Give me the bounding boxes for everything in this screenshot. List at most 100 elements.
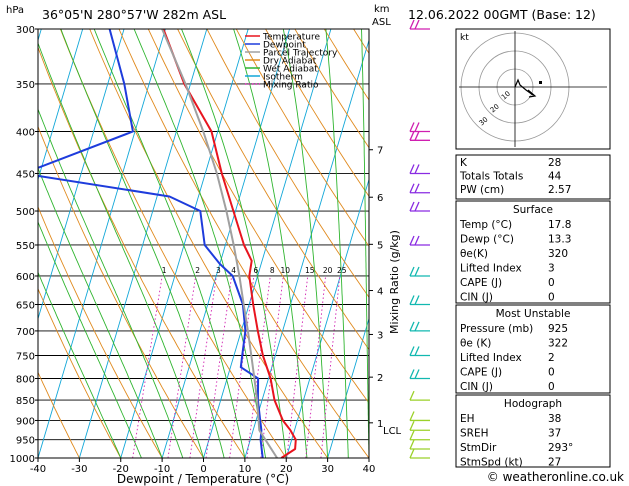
pressure-tick-label: 700	[16, 327, 35, 338]
hodograph-ring-label: 30	[478, 116, 490, 128]
mixing-ratio-line	[305, 275, 327, 458]
series-parcel-trajectory-line	[161, 29, 278, 458]
dry-adiabat-line	[235, 29, 369, 248]
location-title: 36°05'N 280°57'W 282m ASL	[42, 7, 226, 22]
dry-adiabat-line	[206, 29, 369, 299]
x-tick-label: 40	[363, 464, 376, 475]
table-row-value: 0	[548, 277, 555, 289]
wet-adiabat-line	[38, 41, 204, 458]
mixing-ratio-label: 20	[323, 266, 333, 275]
wind-barb-flag	[414, 183, 420, 194]
mixing-ratio-line	[320, 275, 341, 458]
isotherm-line	[203, 29, 332, 458]
wind-barb-flag	[409, 122, 415, 132]
pressure-tick-label: 600	[16, 272, 35, 283]
hpa-label: hPa	[6, 5, 24, 16]
pressure-tick-label: 650	[16, 301, 35, 312]
table-row-label: CIN (J)	[460, 292, 493, 304]
wind-barb-flag	[409, 390, 415, 401]
wind-barb-flag	[414, 19, 420, 30]
x-tick-label: -40	[30, 464, 46, 475]
asl-label: ASL	[372, 17, 391, 28]
table-row-label: Totals Totals	[459, 171, 523, 183]
isotherm-line	[327, 317, 369, 458]
wind-barb-flag	[414, 201, 420, 212]
table-row-label: CAPE (J)	[460, 367, 502, 379]
wind-barb-flag	[409, 369, 415, 379]
pressure-tick-label: 1000	[10, 454, 35, 465]
km-tick-label: 4	[377, 287, 383, 298]
wind-barb-flag	[414, 235, 420, 246]
wet-adiabat-line	[38, 220, 142, 458]
hodograph-storm-marker	[539, 81, 542, 84]
table-row-label: EH	[460, 413, 475, 425]
wind-barb-flag	[409, 346, 415, 356]
series-temperature-line	[162, 29, 297, 458]
x-tick-label: -10	[154, 464, 170, 475]
table-row-label: θe (K)	[460, 338, 491, 350]
table-row-value: 38	[548, 413, 561, 425]
wind-barb-flag	[409, 183, 415, 194]
table-row-label: SREH	[460, 428, 489, 440]
table-row-label: θe(K)	[460, 248, 488, 260]
hodograph-title: Hodograph	[504, 398, 562, 410]
x-axis-title: Dewpoint / Temperature (°C)	[117, 472, 289, 486]
wind-barb-flag	[414, 346, 420, 356]
mixing-ratio-line	[229, 275, 255, 458]
dry-adiabat-line	[89, 29, 328, 458]
isotherm-line	[244, 38, 369, 458]
km-tick-label: 6	[377, 193, 383, 204]
table-row-value: 320	[548, 248, 568, 260]
wet-adiabat-line	[325, 29, 349, 458]
mixing-ratio-label: 3	[216, 266, 221, 275]
dry-adiabat-line	[294, 29, 369, 149]
table-row-label: CAPE (J)	[460, 277, 502, 289]
wind-barb-flag	[414, 369, 420, 379]
table-row-value: 28	[548, 157, 561, 169]
mixing-ratio-label: 25	[337, 266, 347, 275]
wind-barb-flag	[414, 266, 420, 277]
hodograph-ring-label: 10	[500, 90, 512, 102]
mixing-ratio-labels: 1 2 3 4 6 8 10 15 20 25	[162, 266, 347, 275]
hodograph-ring-label: 20	[489, 103, 501, 115]
isotherm-line	[285, 177, 369, 458]
dry-adiabat-line	[38, 287, 122, 458]
surface-box	[455, 200, 611, 304]
temperature-axis: -40 -30 -20 -10 0 10 20 30 40	[30, 458, 376, 475]
mixing-ratio-line	[286, 275, 309, 458]
wet-adiabat-line	[282, 29, 329, 458]
wind-barb-flag	[409, 420, 415, 431]
wet-adiabat-line	[38, 271, 122, 458]
isotherm-line	[38, 29, 166, 458]
table-row-value: 3	[548, 263, 555, 275]
table-row-value: 322	[548, 338, 568, 350]
mixing-ratio-label: 10	[281, 266, 291, 275]
table-row-value: 27	[548, 457, 561, 469]
wind-barbs	[409, 19, 430, 459]
credit-label: © weatheronline.co.uk	[487, 470, 624, 484]
pressure-tick-label: 550	[16, 241, 35, 252]
dry-adiabat-line	[38, 205, 163, 458]
table-row-value: 37	[548, 428, 561, 440]
pressure-tick-label: 350	[16, 80, 35, 91]
table-row-label: PW (cm)	[460, 184, 504, 196]
legend-label: Wet Adiabat	[263, 65, 318, 75]
pressure-tick-label: 800	[16, 374, 35, 385]
mixing-ratio-line	[205, 275, 233, 458]
table-row-label: StmDir	[460, 442, 497, 454]
table-row-value: 0	[548, 367, 555, 379]
pressure-tick-label: 750	[16, 351, 35, 362]
lcl-label: LCL	[383, 426, 402, 437]
table-row-value: 0	[548, 381, 555, 393]
hodograph-trace	[514, 78, 534, 96]
table-row-value: 293°	[548, 442, 573, 454]
dry-adiabat-line	[59, 29, 287, 458]
km-tick-label: 2	[377, 373, 383, 384]
legend-label: Mixing Ratio	[263, 81, 319, 91]
isotherm-line	[38, 29, 84, 182]
surface-title: Surface	[513, 204, 553, 216]
pressure-axis: 300 350 400 450 500 550 600 650 700 750 800 850 900 9…	[10, 25, 38, 465]
dry-adiabat-line	[38, 125, 204, 458]
legend-label: Dry Adiabat	[263, 57, 317, 67]
